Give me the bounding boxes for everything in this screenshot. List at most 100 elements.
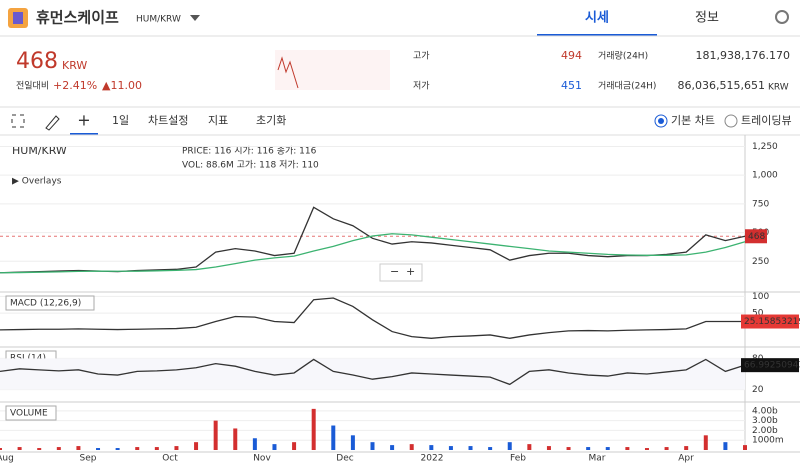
rsi-line	[0, 358, 746, 386]
volume-bar	[468, 446, 473, 450]
pair: HUM/KRW	[136, 15, 181, 25]
volume-bar	[390, 445, 395, 450]
y-tick-label: 20	[752, 385, 764, 395]
unit: KRW	[768, 83, 789, 93]
volume-bar	[684, 446, 689, 450]
rsi-band	[0, 358, 745, 390]
volume-bar	[723, 442, 728, 450]
crosshair[interactable]: +	[77, 111, 90, 130]
radio[interactable]	[724, 114, 738, 128]
settings[interactable]	[775, 10, 789, 24]
panel-title-box	[5, 405, 57, 421]
value-tag	[741, 314, 799, 329]
zoom[interactable]	[379, 263, 423, 282]
panel-title: MACD (12,26,9)	[10, 299, 81, 309]
volume-bar	[743, 445, 747, 450]
volume-bar	[409, 444, 414, 450]
volume-bar	[252, 438, 257, 450]
unit: KRW	[62, 59, 87, 72]
change-label: 전일대비	[16, 81, 49, 92]
volume-bar	[644, 448, 649, 450]
volume-bar	[174, 446, 179, 450]
radio-label[interactable]: 기본 차트	[671, 114, 715, 127]
legend-row: PRICE: 116 시가: 116 종가: 116	[182, 146, 317, 157]
zoom-in[interactable]: +	[406, 265, 415, 278]
volume-bar	[96, 448, 101, 450]
low: 451	[561, 79, 582, 92]
x-tick-label: 2022	[421, 454, 444, 464]
amount: 86,036,515,651	[678, 79, 765, 92]
volume-bar	[37, 448, 42, 450]
volume-bar	[135, 447, 140, 450]
fullscreen[interactable]	[11, 114, 25, 128]
volume-bar	[350, 435, 355, 450]
overlays[interactable]: ▶ Overlays	[12, 177, 62, 187]
volume-bar	[546, 446, 551, 450]
volume-bar	[703, 435, 708, 450]
volume-bar	[154, 447, 159, 450]
coin-name: 휴먼스케이프	[36, 9, 119, 27]
period[interactable]: 1일	[112, 113, 129, 127]
logo-inner	[13, 12, 23, 24]
value-tag	[741, 358, 799, 373]
change-abs: ▲11.00	[102, 79, 142, 92]
volume-bar	[586, 447, 591, 450]
draw[interactable]	[45, 115, 60, 131]
indicators[interactable]: 지표	[208, 114, 228, 127]
label: 거래량(24H)	[598, 50, 648, 62]
volume-bar	[448, 446, 453, 450]
panel-title: VOLUME	[10, 409, 48, 419]
volume-bar	[331, 425, 336, 450]
volume-bar	[76, 446, 81, 450]
y-tick-label: 1,250	[752, 142, 778, 152]
volume-bar	[527, 444, 532, 450]
volume-bar	[566, 447, 571, 450]
volume-bar	[664, 447, 669, 450]
volume-bar	[429, 445, 434, 450]
mini-chart	[275, 50, 390, 90]
label: 거래대금(24H)	[598, 81, 656, 92]
radio-label[interactable]: 트레이딩뷰	[741, 114, 792, 127]
macd-line	[0, 297, 745, 339]
y-tick-label: 4.00b	[752, 406, 778, 416]
x-tick-label: Aug	[0, 454, 14, 464]
dropdown[interactable]	[190, 15, 200, 21]
volume-bar	[272, 444, 277, 450]
volume-bar	[311, 408, 316, 450]
value-tag-text: 25.15853219	[744, 317, 800, 327]
volume-bar	[292, 442, 297, 450]
x-tick-label: Mar	[589, 454, 606, 464]
volume-bar	[488, 447, 493, 450]
zoom-out[interactable]: −	[390, 265, 399, 278]
x-tick-label: Sep	[80, 454, 97, 464]
x-tick-label: Dec	[336, 454, 353, 464]
price-tag	[745, 229, 767, 244]
tab[interactable]: 정보	[695, 11, 719, 26]
y-tick-label: 1000m	[752, 436, 784, 446]
price-tag-text: 468	[748, 232, 765, 242]
label: 저가	[413, 81, 430, 92]
radio[interactable]	[654, 114, 668, 128]
label: 고가	[413, 51, 430, 62]
chart-settings[interactable]: 차트설정	[148, 114, 188, 127]
volume-bar	[370, 442, 375, 450]
tab[interactable]: 시세	[585, 11, 609, 26]
y-tick-label: 750	[752, 199, 769, 209]
volume-bar	[115, 448, 120, 450]
reset[interactable]: 초기화	[256, 114, 286, 127]
y-tick-label: 100	[752, 292, 769, 302]
volume-bar	[625, 447, 630, 450]
vol: 181,938,176.170	[696, 49, 790, 62]
value-tag-text: 66.99250943	[744, 361, 800, 371]
volume-bar	[0, 448, 2, 450]
legend-pair: HUM/KRW	[12, 144, 67, 157]
y-tick-label: 1,000	[752, 171, 778, 181]
y-tick-label: 2.00b	[752, 426, 778, 436]
y-tick-label: 50	[752, 309, 764, 319]
panel-title-box	[5, 295, 95, 311]
x-tick-label: Feb	[510, 454, 526, 464]
volume-bar	[605, 447, 610, 450]
series-line	[0, 233, 746, 274]
